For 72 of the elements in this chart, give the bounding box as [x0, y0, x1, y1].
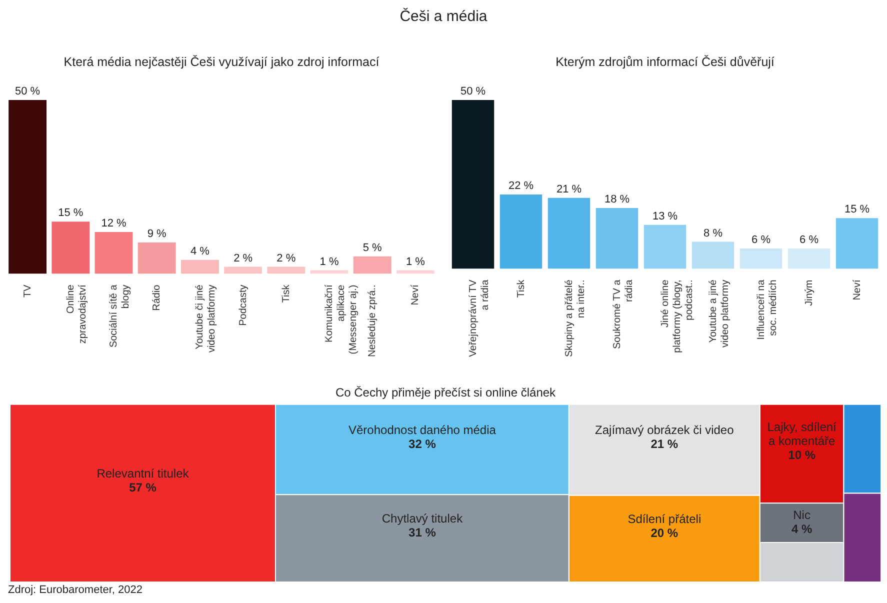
data-label: 8 % — [704, 227, 723, 240]
bar — [596, 208, 638, 269]
x-tick-label: Online zpravodajství — [65, 284, 88, 344]
bar — [452, 100, 494, 269]
data-label: 4 % — [190, 245, 210, 258]
bar — [548, 198, 590, 269]
bar — [8, 100, 47, 274]
data-label: 6 % — [800, 234, 819, 246]
category-label: Chytlavý titulek — [382, 512, 464, 526]
data-label: 31 % — [408, 526, 436, 540]
data-label: 15 % — [844, 204, 870, 216]
data-label: 18 % — [604, 194, 630, 206]
category-label: Nic — [793, 508, 810, 522]
category-label: Zajímavý obrázek či video — [595, 423, 734, 438]
category-label: Relevantní titulek — [96, 466, 190, 481]
bar — [788, 248, 830, 269]
chart-subtitle: Která média nejčastěji Češi využívají jako zdroj informací — [62, 55, 380, 69]
bar — [353, 256, 392, 274]
x-tick-label: Youtube či jiné video platformy — [194, 284, 218, 353]
bar — [692, 242, 734, 269]
x-tick-label: Komunikační aplikace (Messenger aj.) — [324, 284, 359, 354]
x-tick-label: Neví — [852, 280, 863, 300]
bar — [644, 224, 686, 269]
bar — [267, 266, 306, 274]
chart-title: Kterým zdrojům informací Češi důvěřují — [554, 55, 776, 69]
bar — [224, 266, 262, 274]
data-label: 9 % — [147, 228, 167, 240]
bar — [94, 232, 133, 274]
x-tick-label: Rádio — [152, 284, 163, 311]
x-tick-label: Tisk — [516, 278, 527, 298]
data-label: 2 % — [234, 252, 253, 264]
x-tick-label: Podcasty — [238, 284, 249, 326]
data-label: 21 % — [650, 437, 678, 452]
data-label: 6 % — [752, 234, 771, 246]
data-label: 4 % — [791, 522, 812, 536]
data-label: 50 % — [15, 86, 40, 98]
category-label: Věrohodnost daného média — [348, 422, 496, 437]
data-label: 50 % — [460, 86, 486, 98]
data-label: 12 % — [101, 218, 126, 230]
x-tick-label: Nesleduje zprá.. — [367, 284, 378, 358]
data-label: 13 % — [652, 210, 678, 222]
data-label: 5 % — [362, 242, 382, 254]
category-label: Lajky, sdílení a komentáře — [767, 420, 838, 448]
data-label: 21 % — [556, 183, 582, 196]
x-tick-label: Neví — [410, 284, 422, 306]
data-label: 1 % — [406, 256, 426, 268]
data-label: 32 % — [408, 436, 436, 451]
category-label: Sdílení přáteli — [628, 512, 702, 526]
x-tick-label: Tisk — [280, 284, 292, 303]
bar — [180, 260, 219, 274]
data-label: 10 % — [788, 448, 816, 462]
data-label: 22 % — [508, 180, 534, 192]
data-label: 20 % — [650, 526, 678, 540]
bar — [138, 242, 176, 274]
data-label: 2 % — [276, 252, 296, 264]
bar — [52, 222, 90, 274]
x-tick-label: Jiným — [804, 280, 815, 306]
bar — [500, 194, 542, 269]
x-tick-label: Jiné online platformy (blogy, podcast.. — [660, 279, 695, 353]
chart-title: Češi a média — [398, 8, 488, 25]
x-tick-label: Veřejnoprávní TV a rádia — [468, 279, 491, 357]
x-tick-label: Soukromé TV a rádia — [612, 279, 635, 350]
bar — [740, 248, 782, 269]
data-label: 57 % — [129, 480, 157, 495]
x-tick-label: TV — [22, 284, 34, 298]
data-label: 1 % — [320, 256, 339, 268]
text: Zdroj: Eurobarometer, 2022 — [8, 584, 143, 596]
data-label: 15 % — [58, 207, 84, 220]
x-tick-label: Sociální sítě a blogy — [108, 284, 132, 348]
bar — [836, 218, 878, 269]
text: Co Čechy přiměje přečíst si online článek — [335, 386, 557, 400]
x-tick-label: Skupiny a přátelé na inter.. — [564, 279, 587, 358]
